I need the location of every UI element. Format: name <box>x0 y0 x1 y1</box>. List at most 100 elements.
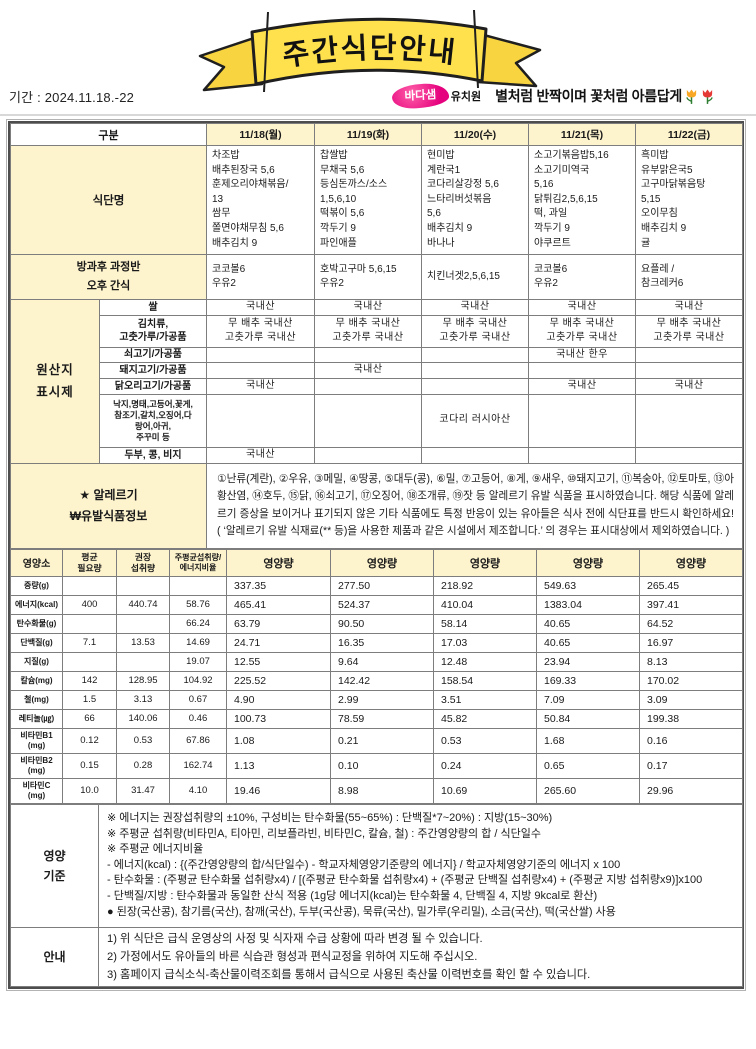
nutrient-name: 단백질(g) <box>10 632 63 653</box>
nutrition-value: 29.96 <box>639 777 743 804</box>
recommended-value: 3.13 <box>116 689 170 710</box>
menu-row-label: 식단명 <box>10 144 207 256</box>
nutrition-value: 0.24 <box>433 752 537 779</box>
recommended-value <box>116 651 170 672</box>
origin-cell <box>421 446 529 464</box>
nutrient-name: 비타민B2 (mg) <box>10 752 63 779</box>
notice-row: 안내 1) 위 식단은 급식 운영상의 사정 및 식자재 수급 상황에 따라 변… <box>10 926 743 987</box>
nutrition-row: 비타민B2 (mg) 0.15 0.28 162.74 1.13 0.10 0.… <box>10 752 743 779</box>
menu-row: 식단명 차조밥 배추된장국 5,6 훈제오리야채볶음/ 13 쌈무 쫄면야채무침… <box>10 144 743 256</box>
origin-cell <box>528 446 636 464</box>
nutrition-value: 524.37 <box>330 594 434 615</box>
nutrition-value: 1.08 <box>226 727 331 754</box>
origin-cell: 무 배추 국내산 고춧가루 국내산 <box>421 314 529 348</box>
nutrition-value: 63.79 <box>226 613 331 634</box>
nutrition-row: 비타민C (mg) 10.0 31.47 4.10 19.46 8.98 10.… <box>10 777 743 804</box>
weekly-avg-value: 67.86 <box>169 727 227 754</box>
menu-cell: 찹쌀밥 무채국 5,6 등심돈까스/소스 1,5,6,10 떡볶이 5,6 깍두… <box>314 144 422 256</box>
recommended-value <box>116 575 170 596</box>
nutrition-value: 1.13 <box>226 752 331 779</box>
origin-row: 돼지고기/가공품 국내산 <box>11 362 743 379</box>
nutrition-row: 중량(g) 337.35 277.50 218.92 549.63 265.45 <box>10 575 743 596</box>
recommended-value: 128.95 <box>116 670 170 691</box>
nutrition-value: 8.98 <box>330 777 434 804</box>
gubun-header: 구분 <box>10 123 207 146</box>
ribbon-band-icon <box>250 17 488 86</box>
snack-row: 방과후 과정반 오후 간식 코코볼6 우유2 호박고구마 5,6,15 우유2 … <box>10 254 743 301</box>
recommended-value: 13.53 <box>116 632 170 653</box>
nutrition-value: 410.04 <box>433 594 537 615</box>
nutrition-value: 169.33 <box>536 670 640 691</box>
ribbon-banner: 주간식단안내 <box>198 9 542 93</box>
nutrition-value: 12.48 <box>433 651 537 672</box>
origin-cell <box>421 377 529 395</box>
nutrition-row: 에너지(kcal) 400 440.74 58.76 465.41 524.37… <box>10 594 743 615</box>
recommended-value: 140.06 <box>116 708 170 729</box>
ribbon-fold-line <box>263 11 269 93</box>
nutrition-value: 90.50 <box>330 613 434 634</box>
notice-section-label: 안내 <box>10 926 99 987</box>
nutrition-value: 397.41 <box>639 594 743 615</box>
avg-required-value <box>62 575 117 596</box>
meta-row: 기간 : 2024.11.18.-22 바다샘 유치원 별처럼 반짝이며 꽃처럼… <box>0 82 756 110</box>
nutrition-value: 40.65 <box>536 632 640 653</box>
allergy-row: ★ 알레르기 ₩유발식품정보 ①난류(계란), ②우유, ③메밀, ④땅콩, ⑤… <box>10 462 743 549</box>
avg-required-value: 0.12 <box>62 727 117 754</box>
origin-row: 쇠고기/가공품 국내산 한우 <box>11 346 743 364</box>
recommended-value: 0.53 <box>116 727 170 754</box>
weekly-avg-value: 104.92 <box>169 670 227 691</box>
nutrition-value: 0.65 <box>536 752 640 779</box>
origin-cell: 국내산 <box>635 299 743 316</box>
nutrient-name: 탄수화물(g) <box>10 613 63 634</box>
origin-row: 낙지,명태,고등어,꽃게, 참조기,갈치,오징어,다 랑어,아귀, 주꾸미 등 … <box>11 393 743 448</box>
logo-blob-icon: 바다샘 <box>391 82 450 110</box>
avg-required-value <box>62 613 117 634</box>
nutrition-value: 17.03 <box>433 632 537 653</box>
origin-row-label: 쌀 <box>99 299 207 316</box>
origin-cell: 국내산 <box>206 299 315 316</box>
origin-cell <box>635 446 743 464</box>
origin-row: 원산지 표시제 쌀 국내산 국내산 국내산 국내산 국내산 <box>10 299 743 464</box>
snack-row-label: 방과후 과정반 오후 간식 <box>10 254 207 301</box>
origin-cell: 국내산 <box>528 377 636 395</box>
origin-cell: 무 배추 국내산 고춧가루 국내산 <box>528 314 636 348</box>
nutrient-name: 에너지(kcal) <box>10 594 63 615</box>
period-label: 기간 : 2024.11.18.-22 <box>9 89 135 105</box>
amount-col-header: 영양량 <box>330 548 434 577</box>
weekly-avg-value: 4.10 <box>169 777 227 804</box>
snack-cell: 요플레 / 참크레커6 <box>635 254 743 301</box>
logo-suffix: 유치원 <box>450 91 482 103</box>
meal-plan-sheet: 구분 11/18(월) 11/19(화) 11/20(수) 11/21(목) 1… <box>6 119 746 991</box>
avg-required-value: 1.5 <box>62 689 117 710</box>
nutrition-value: 170.02 <box>639 670 743 691</box>
footer-table: 영양 기준 ※ 에너지는 권장섭취량의 ±10%, 구성비는 탄수화물(55~6… <box>10 803 743 987</box>
criteria-section-label: 영양 기준 <box>10 803 99 928</box>
origin-cell: 국내산 <box>635 377 743 395</box>
nutrition-row: 단백질(g) 7.1 13.53 14.69 24.71 16.35 17.03… <box>10 632 743 653</box>
origin-cell <box>421 362 529 379</box>
origin-cell: 국내산 <box>421 299 529 316</box>
nutrition-value: 142.42 <box>330 670 434 691</box>
origin-cell: 무 배추 국내산 고춧가루 국내산 <box>206 314 315 348</box>
avg-required-col-header: 평균 필요량 <box>62 548 117 577</box>
nutrition-value: 0.10 <box>330 752 434 779</box>
origin-cell <box>314 393 422 448</box>
nutrition-value: 7.09 <box>536 689 640 710</box>
nutrition-value: 3.09 <box>639 689 743 710</box>
weekly-avg-value: 162.74 <box>169 752 227 779</box>
nutrient-name: 중량(g) <box>10 575 63 596</box>
origin-cell: 국내산 <box>314 299 422 316</box>
origin-row-label: 두부, 콩, 비지 <box>99 446 207 464</box>
avg-required-value <box>62 651 117 672</box>
criteria-row: 영양 기준 ※ 에너지는 권장섭취량의 ±10%, 구성비는 탄수화물(55~6… <box>10 803 743 928</box>
avg-required-value: 400 <box>62 594 117 615</box>
nutrition-value: 337.35 <box>226 575 331 596</box>
origin-cell: 코다리 러시아산 <box>421 393 529 448</box>
nutrient-name: 지질(g) <box>10 651 63 672</box>
nutrition-value: 199.38 <box>639 708 743 729</box>
ribbon-fold-line <box>473 9 479 89</box>
nutrition-value: 277.50 <box>330 575 434 596</box>
kindergarten-logo: 바다샘 유치원 <box>391 82 482 110</box>
avg-required-value: 10.0 <box>62 777 117 804</box>
origin-cell: 국내산 <box>206 377 315 395</box>
